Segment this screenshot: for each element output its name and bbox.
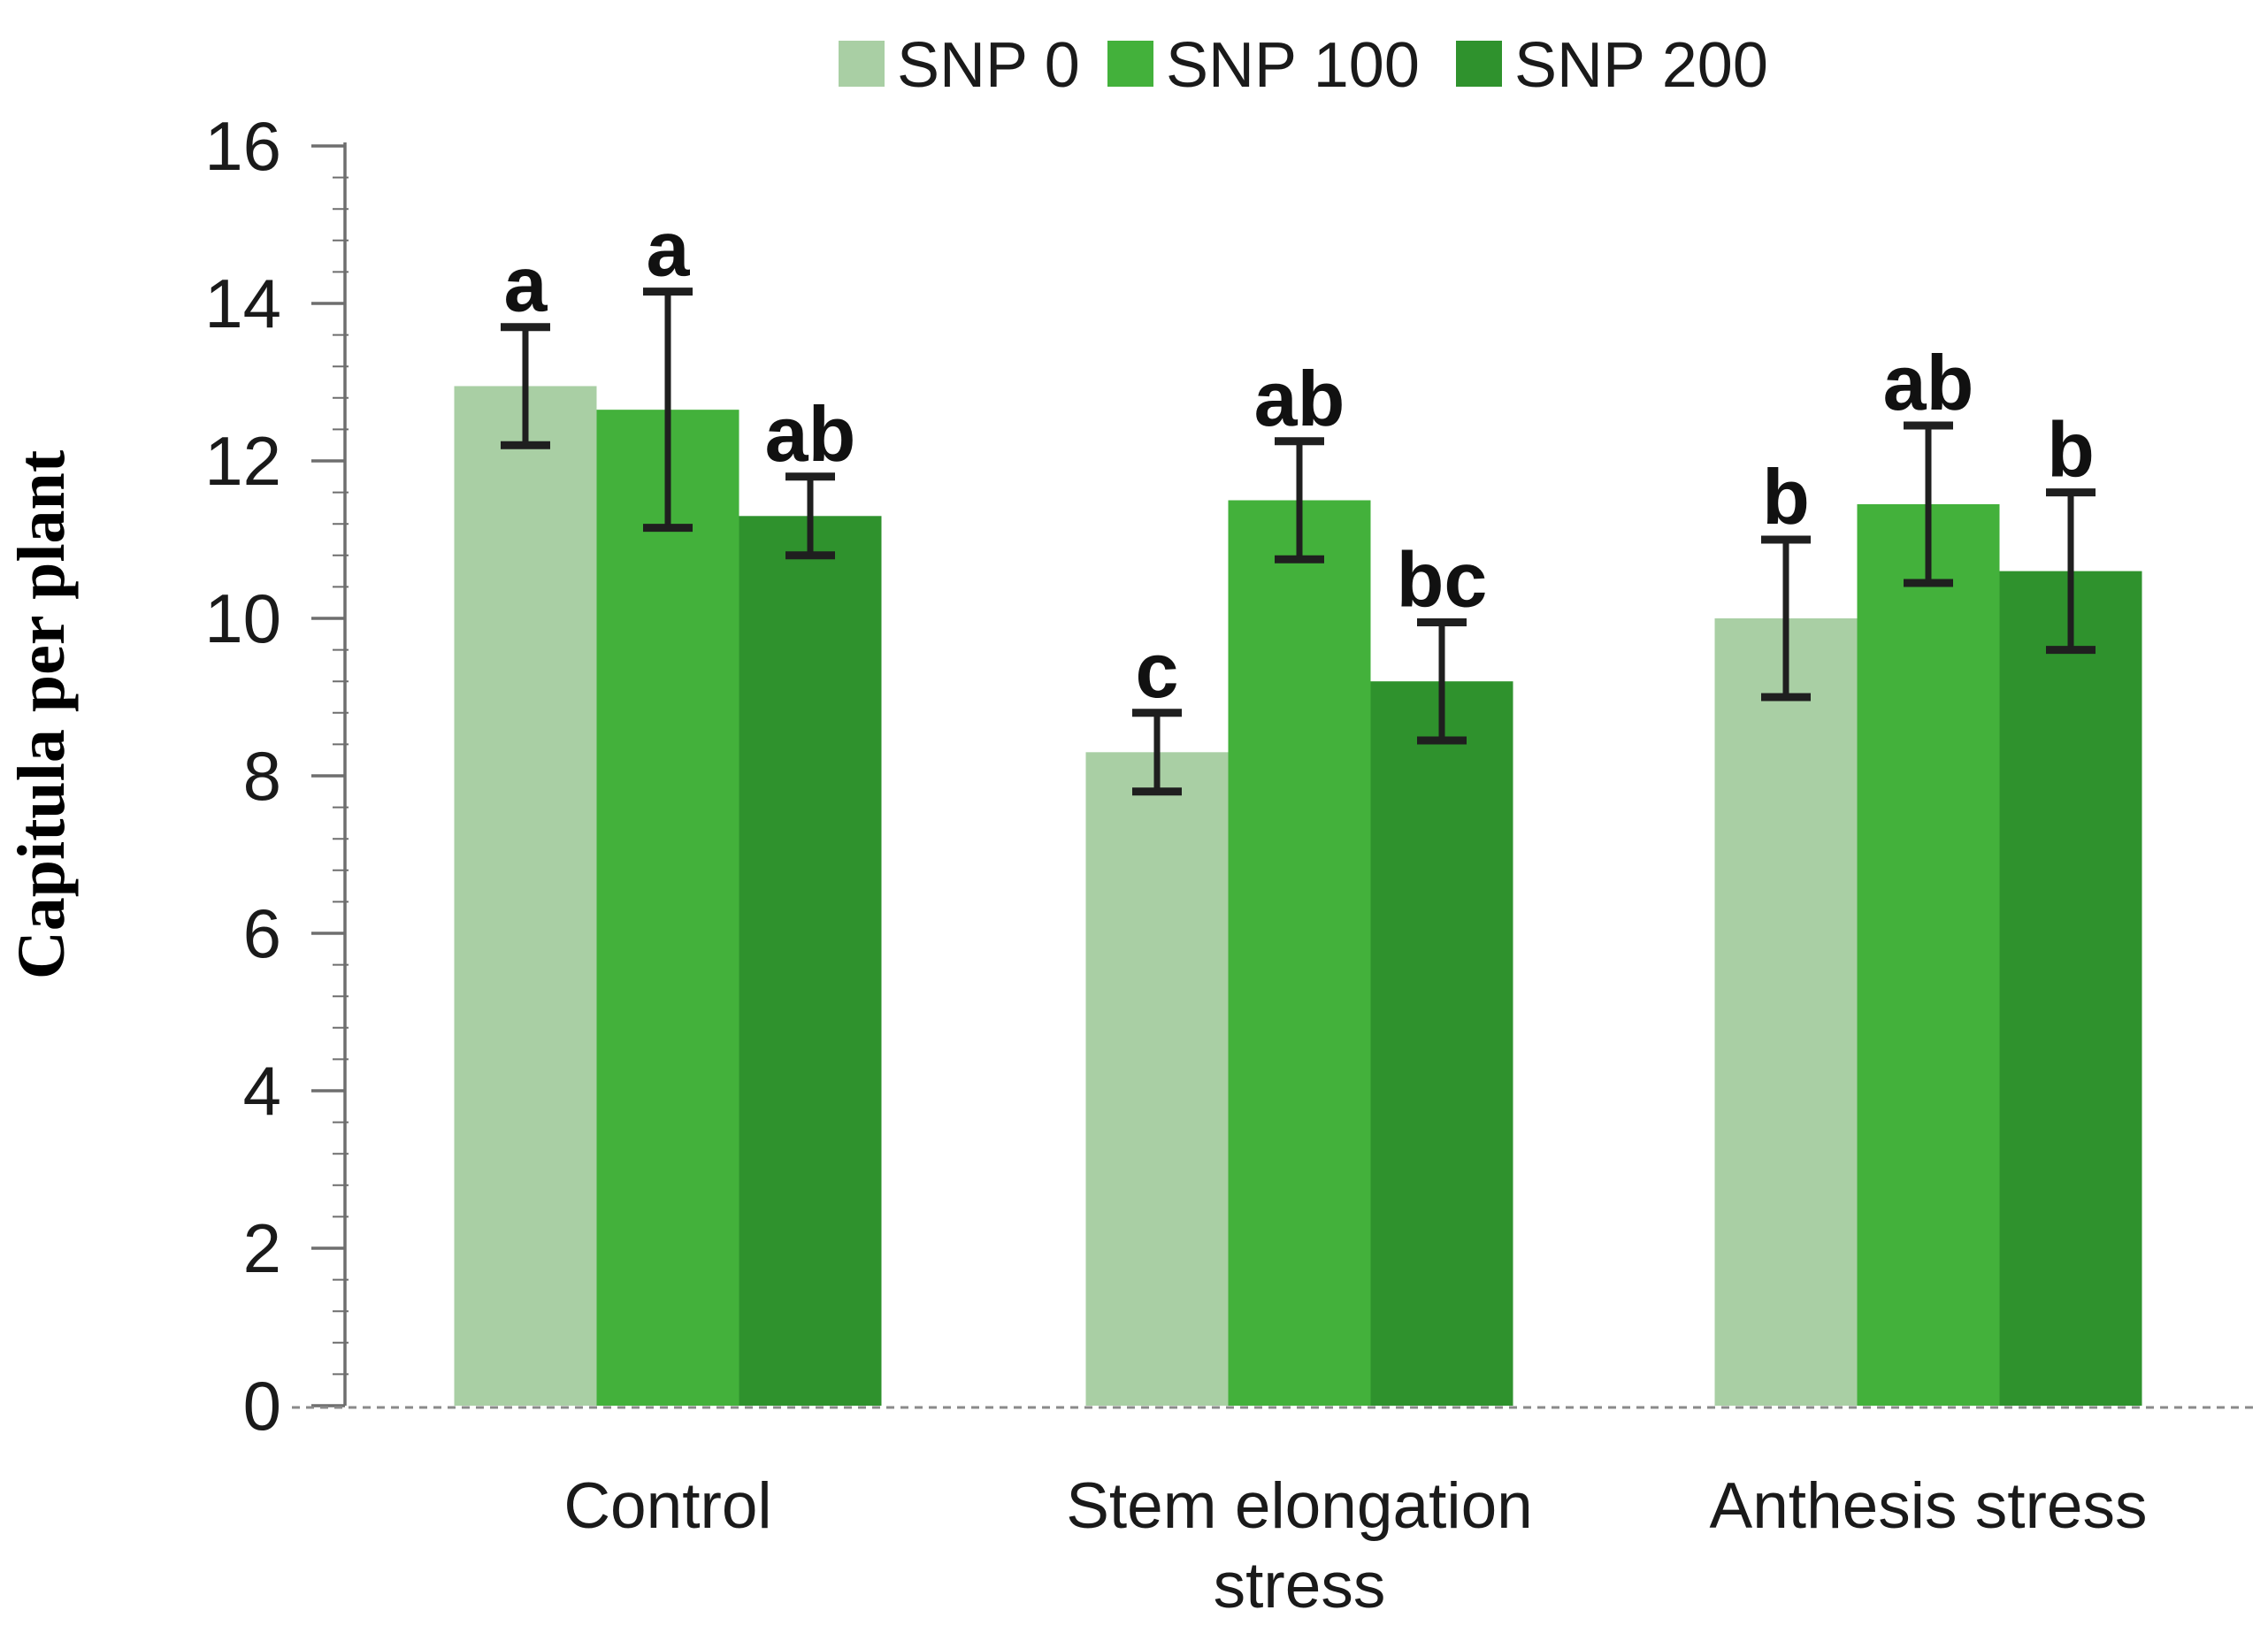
significance-letter: bc [1397,535,1488,623]
bar-snp-200-group-2 [1999,571,2142,1406]
y-tick-label: 10 [204,579,281,657]
bar-snp-200-group-1 [1370,681,1513,1406]
bar-snp-100-group-2 [1857,503,2000,1406]
bar-snp-200-group-0 [739,516,882,1406]
legend-label: SNP 0 [897,30,1080,101]
y-tick-label: 16 [204,107,281,185]
x-category-label: Anthesis stress [1710,1470,2148,1542]
bar-snp-0-group-1 [1085,752,1229,1406]
significance-letter: b [2047,406,2095,494]
bar-snp-100-group-0 [596,410,739,1406]
significance-letter: a [647,205,691,293]
y-tick-label: 2 [243,1209,281,1287]
significance-letter: ab [1883,339,1974,426]
legend-label: SNP 200 [1514,30,1768,101]
y-tick-label: 6 [243,894,281,972]
significance-letter: ab [1254,355,1345,442]
bar-snp-0-group-2 [1714,618,1858,1406]
significance-letter: c [1136,626,1179,714]
bar-snp-100-group-1 [1228,500,1371,1406]
y-tick-label: 8 [243,737,281,815]
y-tick-label: 0 [243,1367,281,1445]
legend-label: SNP 100 [1166,30,1420,101]
bar-snp-0-group-0 [454,386,597,1407]
significance-letter: b [1762,453,1810,541]
y-tick-label: 4 [243,1052,281,1130]
y-axis-title: Capitula per plant [4,450,79,979]
x-category-label: stress [1214,1550,1386,1622]
legend-swatch-snp-200 [1456,41,1502,87]
significance-letter: ab [765,390,856,478]
y-tick-label: 12 [204,422,281,500]
x-category-label: Control [563,1470,771,1542]
legend-swatch-snp-100 [1107,41,1153,87]
significance-letter: a [504,241,548,328]
y-tick-label: 14 [204,265,281,342]
x-category-label: Stem elongation [1066,1470,1533,1542]
legend-swatch-snp-0 [839,41,885,87]
